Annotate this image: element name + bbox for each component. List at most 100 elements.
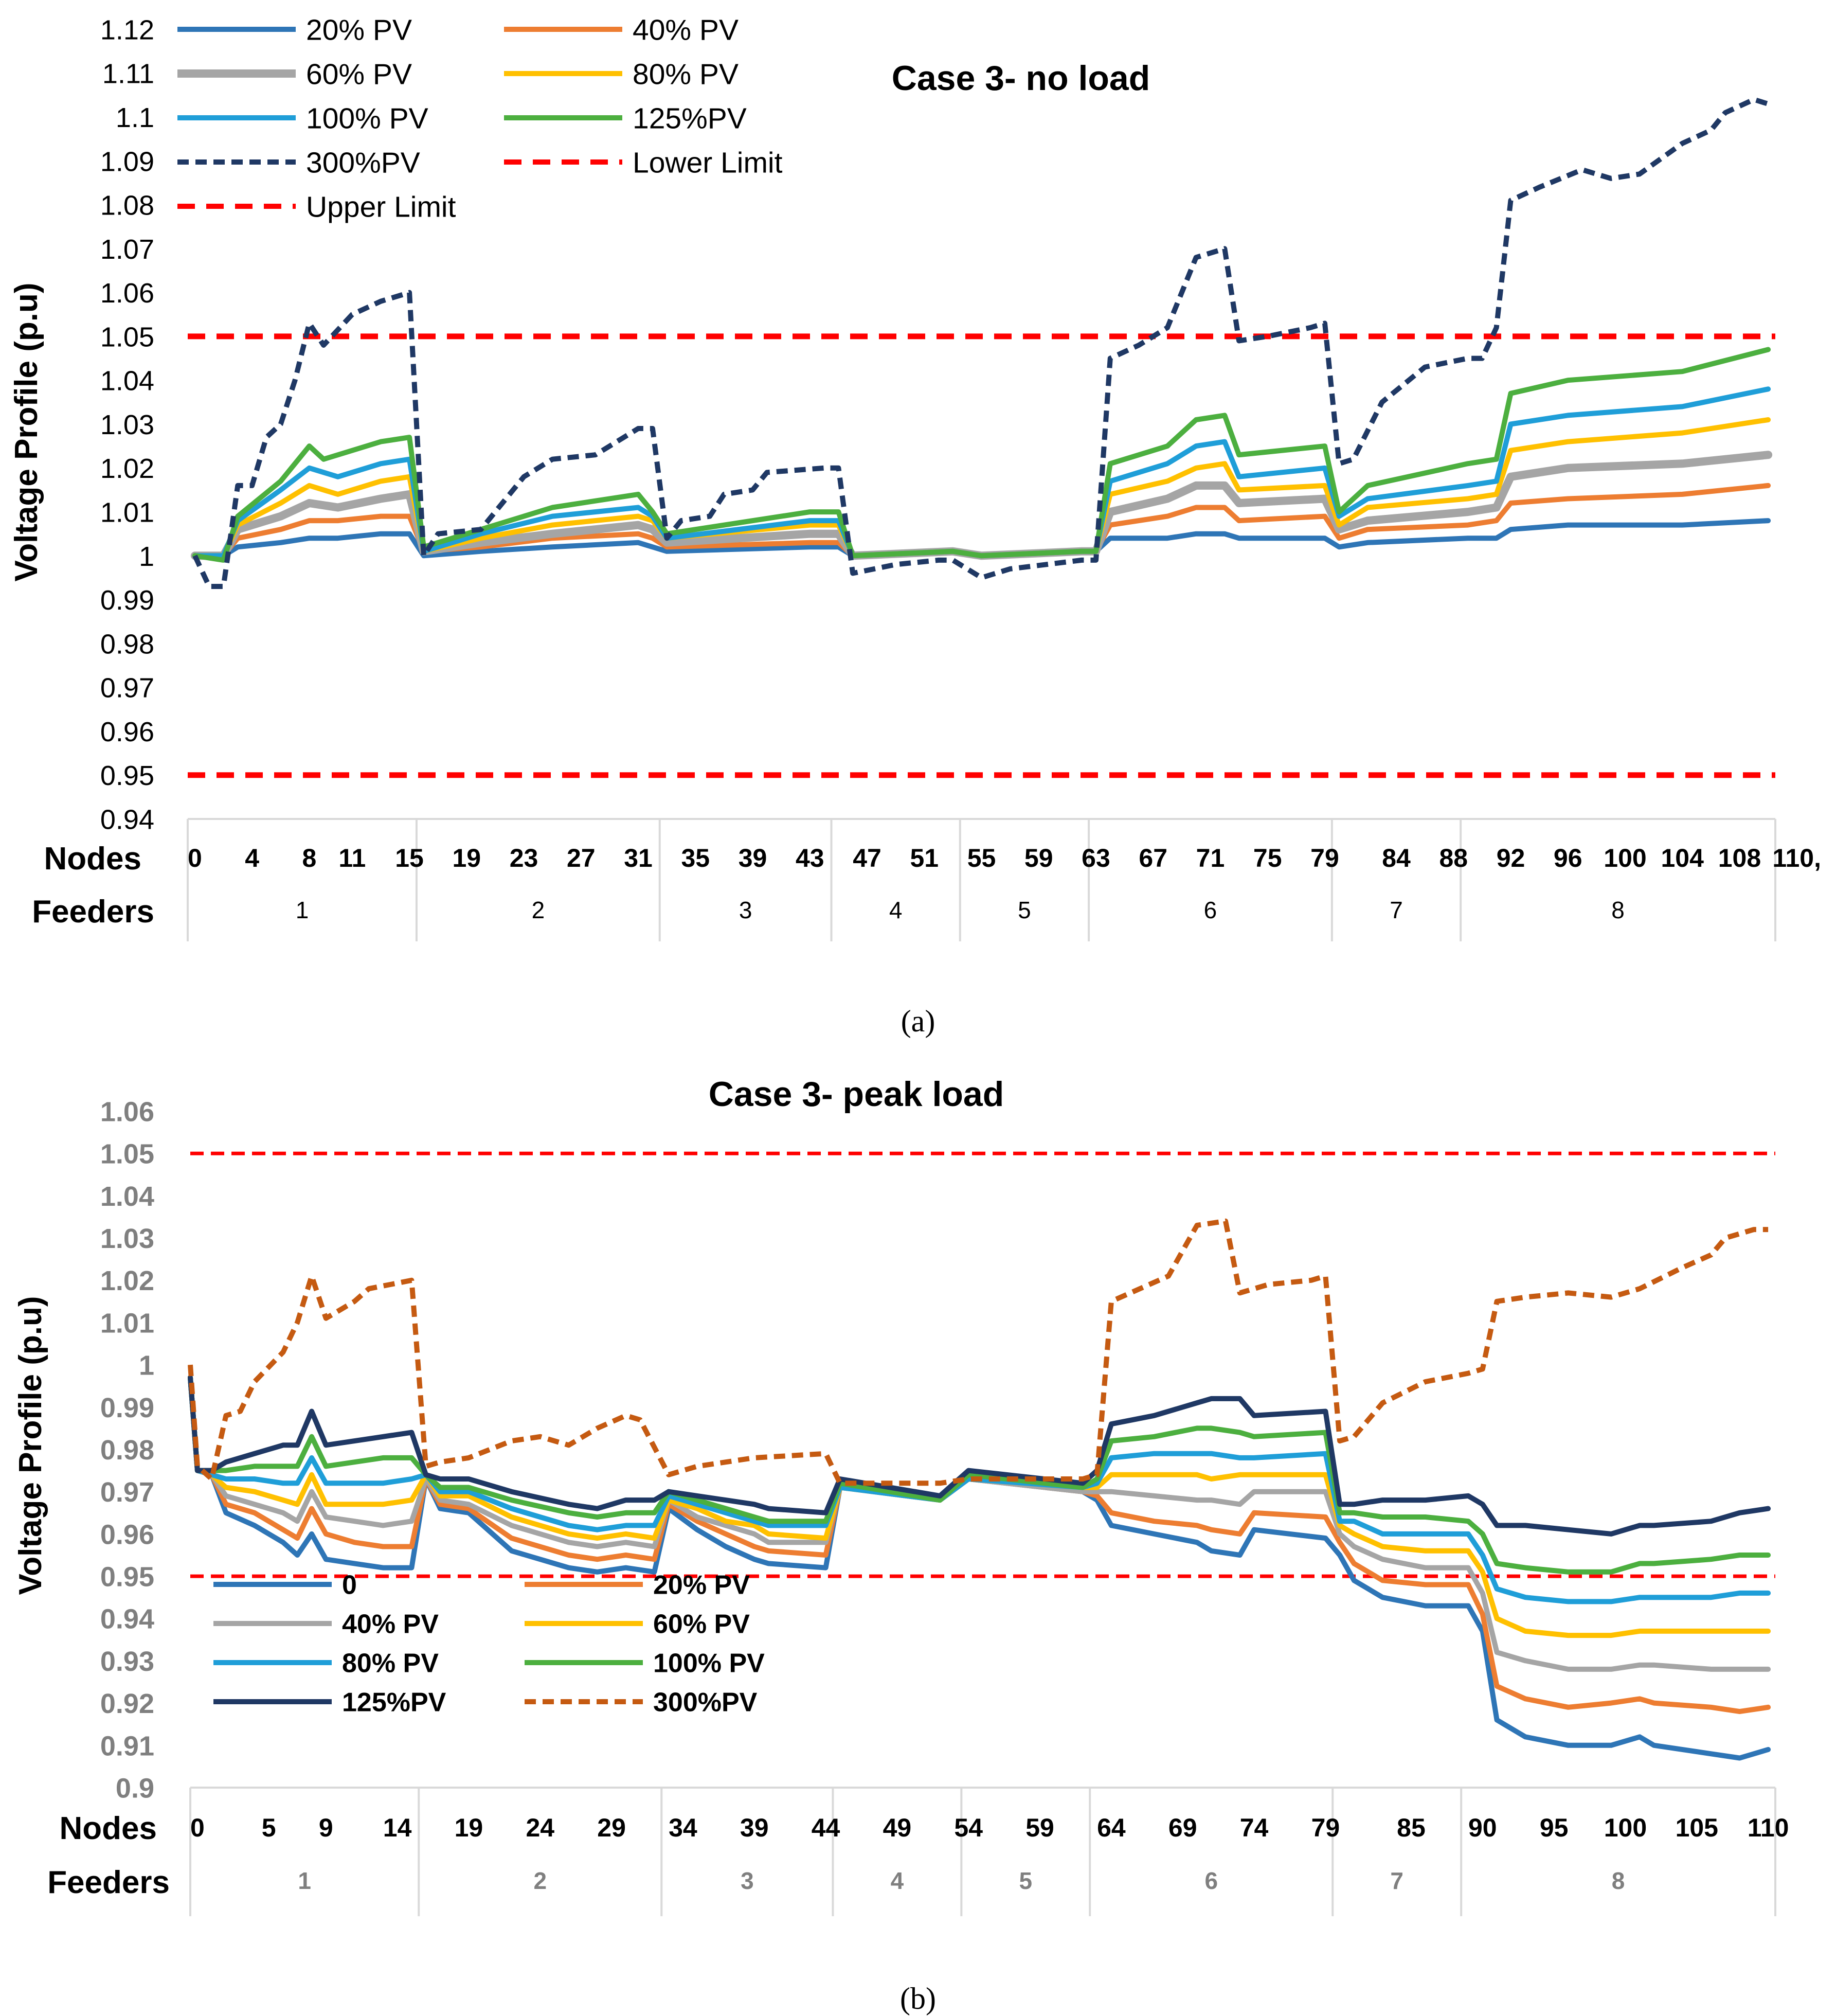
x-tick-label: 47 <box>853 844 881 872</box>
feeder-label: 8 <box>1612 1867 1625 1894</box>
legend-label: 60% PV <box>653 1610 750 1639</box>
feeder-label: 2 <box>532 897 545 923</box>
x-tick-label: 49 <box>883 1813 912 1842</box>
y-tick-label: 1.08 <box>100 190 154 221</box>
x-tick-label: 110, <box>1772 844 1821 872</box>
y-tick-label: 0.94 <box>100 804 154 835</box>
figure-caption: (a) <box>901 1004 935 1038</box>
x-tick-label: 14 <box>383 1813 412 1842</box>
legend: 20% PV 40% PV 60% PV 80% PV 100% PV 125%PV 300… <box>177 14 783 224</box>
y-tick-label: 1.11 <box>102 59 154 90</box>
x-tick-label: 88 <box>1439 844 1468 872</box>
feeder-label: 5 <box>1019 1867 1033 1894</box>
legend-label: Upper Limit <box>306 191 456 224</box>
y-tick-label: 1.09 <box>100 146 154 177</box>
legend-label: 20% PV <box>306 14 412 47</box>
x-tick-label: 85 <box>1397 1813 1426 1842</box>
x-tick-label: 67 <box>1139 844 1167 872</box>
x-tick-label: 92 <box>1497 844 1525 872</box>
x-tick-label: 11 <box>338 844 366 872</box>
x-axis-title-nodes: Nodes <box>60 1811 157 1846</box>
x-tick-label: 105 <box>1676 1813 1718 1842</box>
legend-label: 125%PV <box>342 1688 446 1718</box>
x-tick-label: 34 <box>669 1813 697 1842</box>
x-tick-label: 59 <box>1025 1813 1054 1842</box>
y-tick-label: 1.06 <box>100 278 154 309</box>
feeder-label: 6 <box>1204 897 1217 923</box>
x-tick-label: 59 <box>1024 844 1053 872</box>
feeder-label: 3 <box>739 897 752 923</box>
chart-panel-a: 0.94 0.95 0.96 0.97 0.98 0.99 1 1.01 1.02 1.03 1.0… <box>9 14 1821 1038</box>
feeder-label: 4 <box>889 897 903 923</box>
y-tick-label: 0.99 <box>100 585 154 616</box>
legend: 0 20% PV 40% PV 60% PV 80% PV 100% PV 125%PV 30… <box>213 1571 765 1718</box>
y-tick-label: 0.91 <box>100 1730 154 1761</box>
x-tick-label: 27 <box>567 844 596 872</box>
x-tick-label: 63 <box>1082 844 1110 872</box>
chart-title: Case 3- peak load <box>709 1075 1004 1114</box>
x-tick-label: 39 <box>740 1813 769 1842</box>
y-tick-label: 1 <box>139 1350 154 1381</box>
x-tick-label: 0 <box>190 1813 205 1842</box>
legend-label: 40% PV <box>633 14 739 47</box>
x-tick-label: 19 <box>452 844 481 872</box>
feeder-label: 5 <box>1018 897 1031 923</box>
y-tick-label: 1.05 <box>100 1139 154 1170</box>
x-tick-label: 100 <box>1604 1813 1647 1842</box>
y-tick-label: 0.97 <box>100 1477 154 1508</box>
series-line-125-pv <box>192 347 1771 563</box>
x-tick-label: 8 <box>302 844 316 872</box>
x-axis-title-feeders: Feeders <box>47 1865 170 1900</box>
y-axis-title: Voltage Profile (p.u) <box>9 283 44 582</box>
y-tick-label: 0.96 <box>100 717 154 747</box>
x-tick-label: 51 <box>910 844 939 872</box>
y-tick-label: 1.04 <box>100 1181 154 1212</box>
feeder-label: 7 <box>1390 1867 1403 1894</box>
x-tick-label: 104 <box>1661 844 1704 872</box>
y-tick-label: 0.95 <box>100 760 154 791</box>
feeder-label: 8 <box>1611 897 1625 923</box>
y-tick-label: 1.03 <box>100 1223 154 1254</box>
y-tick-label: 1.04 <box>100 366 154 397</box>
y-tick-label: 0.92 <box>100 1688 154 1719</box>
y-tick-label: 0.93 <box>100 1646 154 1677</box>
figure-caption: (b) <box>900 1982 936 2015</box>
legend-label: 300%PV <box>306 147 420 180</box>
x-tick-label: 39 <box>739 844 767 872</box>
feeder-label: 2 <box>533 1867 547 1894</box>
x-tick-label: 44 <box>812 1813 840 1842</box>
x-tick-label: 35 <box>681 844 710 872</box>
legend-label: 40% PV <box>342 1610 439 1639</box>
feeder-label: 7 <box>1390 897 1403 923</box>
y-axis-title: Voltage Profile (p.u) <box>13 1296 48 1595</box>
y-tick-label: 1.12 <box>100 14 154 45</box>
feeder-label: 1 <box>298 1867 311 1894</box>
chart-panel-b: 0.9 0.91 0.92 0.93 0.94 0.95 0.96 0.97 0.98 0.99 1… <box>13 1075 1789 2015</box>
x-tick-label: 79 <box>1310 844 1339 872</box>
y-tick-label: 0.99 <box>100 1393 154 1423</box>
y-tick-label: 0.94 <box>100 1604 154 1635</box>
y-tick-label: 1.02 <box>100 1265 154 1296</box>
x-tick-label: 90 <box>1468 1813 1497 1842</box>
x-tick-label: 75 <box>1253 844 1282 872</box>
x-tick-label: 69 <box>1168 1813 1197 1842</box>
feeder-label: 3 <box>741 1867 754 1894</box>
legend-label: 80% PV <box>342 1649 439 1679</box>
y-tick-label: 1 <box>139 541 154 572</box>
y-tick-label: 0.96 <box>100 1519 154 1550</box>
x-axis-title-feeders: Feeders <box>32 894 154 930</box>
x-tick-label: 23 <box>510 844 538 872</box>
x-tick-label: 15 <box>395 844 424 872</box>
y-tick-label: 0.98 <box>100 1435 154 1466</box>
y-tick-label: 1.01 <box>100 1308 154 1339</box>
series-line-80-pv <box>192 417 1771 559</box>
x-tick-label: 96 <box>1554 844 1582 872</box>
x-tick-label: 64 <box>1097 1813 1126 1842</box>
legend-label: Lower Limit <box>633 147 783 180</box>
x-tick-label: 84 <box>1382 844 1411 872</box>
legend-label: 300%PV <box>653 1688 758 1718</box>
x-tick-label: 100 <box>1604 844 1646 872</box>
x-tick-label: 0 <box>188 844 202 872</box>
y-tick-label: 0.98 <box>100 629 154 659</box>
